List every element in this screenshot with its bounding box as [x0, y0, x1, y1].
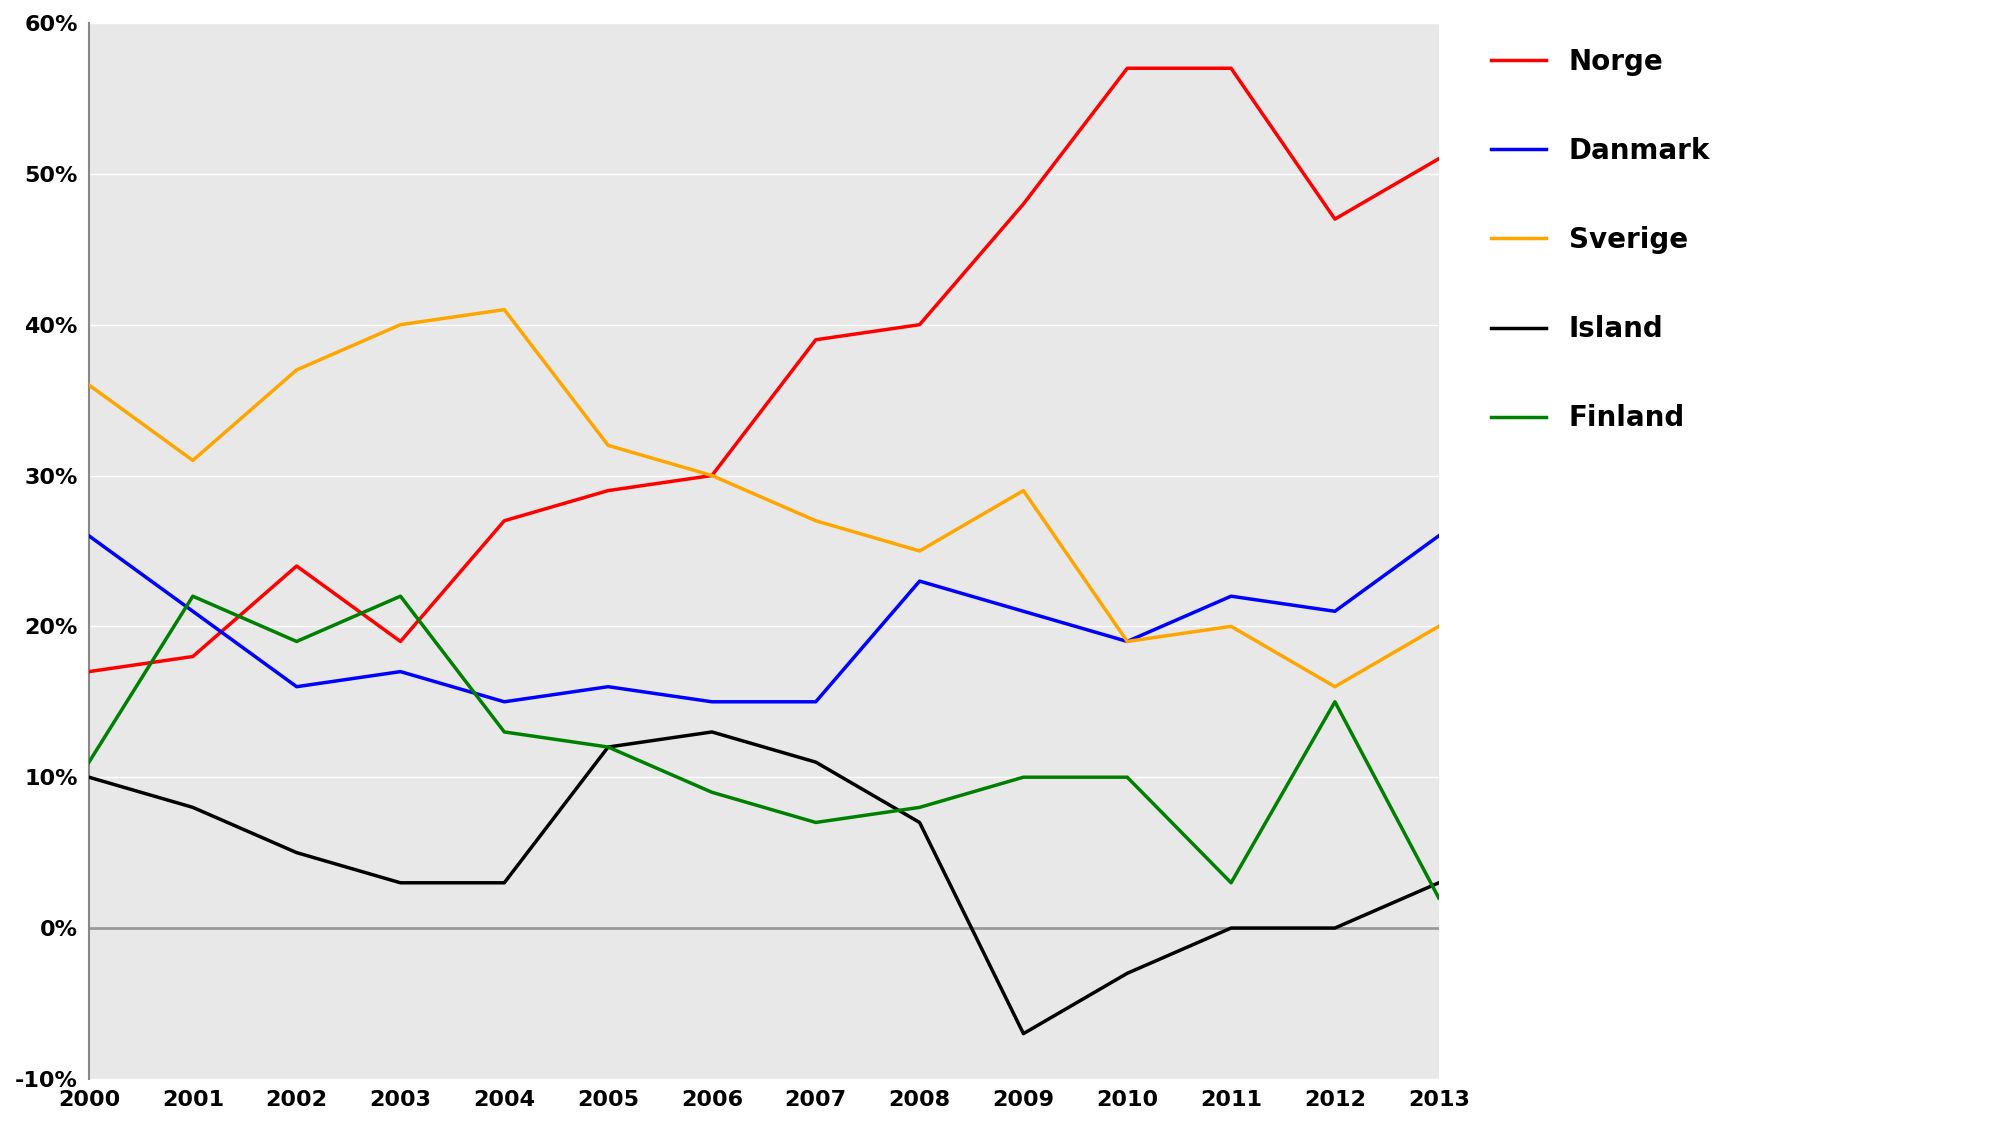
Legend: Norge, Danmark, Sverige, Island, Finland: Norge, Danmark, Sverige, Island, Finland [1480, 37, 1720, 443]
